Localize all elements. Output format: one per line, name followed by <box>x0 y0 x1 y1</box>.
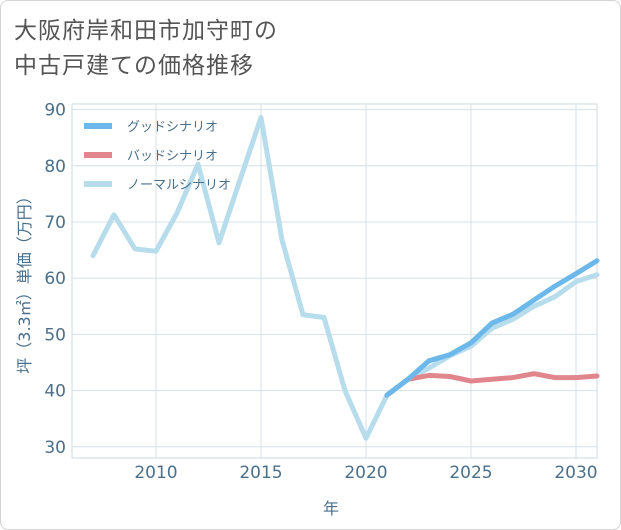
series-lines <box>90 115 600 441</box>
legend-label: ノーマルシナリオ <box>127 178 231 193</box>
y-tick-label: 30 <box>44 438 66 458</box>
x-tick-label: 2030 <box>554 463 597 483</box>
x-tick-label: 2025 <box>449 463 492 483</box>
y-tick-label: 70 <box>44 213 66 233</box>
legend-label: バッドシナリオ <box>127 149 218 164</box>
x-tick-label: 2015 <box>239 463 282 483</box>
legend-label: グッドシナリオ <box>127 120 218 135</box>
series-line-bad <box>384 371 600 398</box>
plot-area <box>71 103 598 459</box>
title-line-1: 大阪府岸和田市加守町の <box>14 18 278 44</box>
y-axis-label: 坪（3.3㎡）単価（万円） <box>15 188 34 373</box>
x-tick-labels: 2010 2015 2020 2025 2030 <box>134 463 597 483</box>
y-tick-label: 50 <box>44 325 66 345</box>
series-line-normal <box>90 115 600 441</box>
x-tick-label: 2010 <box>134 463 177 483</box>
y-tick-label: 80 <box>44 157 66 177</box>
x-tick-label: 2020 <box>344 463 387 483</box>
y-tick-labels: 30 40 50 60 70 80 90 <box>44 101 66 458</box>
y-tick-label: 90 <box>44 101 66 121</box>
y-tick-label: 60 <box>44 269 66 289</box>
series-line-good <box>384 258 600 398</box>
y-tick-label: 40 <box>44 382 66 402</box>
title-line-2: 中古戸建ての価格推移 <box>14 53 254 79</box>
x-axis-label: 年 <box>323 499 339 518</box>
chart-title: 大阪府岸和田市加守町の 中古戸建ての価格推移 <box>14 14 278 84</box>
